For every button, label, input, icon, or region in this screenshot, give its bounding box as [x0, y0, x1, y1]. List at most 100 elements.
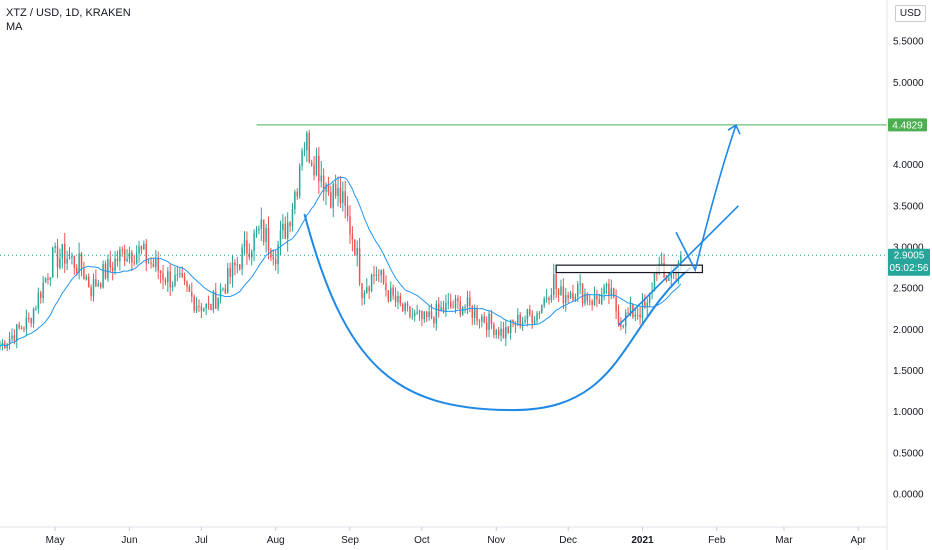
candle-body: [500, 328, 502, 336]
candle-body: [680, 255, 682, 263]
price-tick-label: 1.5000: [893, 366, 924, 377]
candle-body: [636, 314, 639, 316]
candle-body: [87, 276, 90, 288]
candle-body: [155, 259, 157, 268]
candle-body: [517, 314, 519, 326]
candle-body: [286, 222, 289, 239]
candle-body: [66, 259, 68, 264]
candle-body: [322, 175, 325, 192]
candle-body: [162, 273, 164, 280]
candle-body: [25, 317, 28, 330]
candle-body: [140, 246, 143, 250]
candle-body: [205, 303, 207, 309]
candle-body: [75, 268, 78, 273]
time-tick-label: Sep: [341, 535, 359, 546]
candle-body: [171, 285, 174, 288]
candle-body: [502, 328, 505, 339]
candle-body: [143, 243, 145, 250]
projection-arrow[interactable]: [675, 124, 737, 273]
candle-body: [291, 208, 294, 227]
candle-body: [215, 291, 217, 309]
time-tick-label: May: [46, 535, 65, 546]
candle-body: [493, 324, 495, 335]
time-axis[interactable]: May Jun Jul Aug Sep Oct Nov Dec 2021 Feb Mar Apr: [0, 526, 887, 546]
drawings-layer[interactable]: [0, 123, 887, 412]
candle-body: [49, 277, 52, 280]
candle-body: [227, 268, 229, 294]
candle-body: [505, 327, 507, 339]
candle-body: [18, 324, 20, 328]
candle-body: [476, 308, 478, 321]
candle-body: [605, 283, 608, 287]
cup-curve-drawing[interactable]: [303, 213, 692, 412]
candle-body: [433, 317, 435, 324]
candle-body: [521, 322, 524, 327]
candle-body: [97, 283, 100, 287]
rising-trend-line[interactable]: [617, 205, 739, 326]
candle-body: [507, 327, 509, 333]
candle-body: [473, 308, 476, 318]
candle-body: [11, 335, 13, 339]
candle-body: [368, 287, 370, 292]
candle-body: [339, 188, 342, 204]
candle-body: [457, 298, 459, 302]
candle-body: [61, 243, 64, 259]
candle-body: [531, 314, 533, 324]
candle-body: [294, 191, 296, 209]
candle-body: [13, 335, 16, 342]
candle-body: [569, 293, 572, 299]
candle-body: [490, 313, 493, 325]
candle-body: [373, 274, 375, 276]
candle-body: [402, 303, 404, 312]
candle-body: [629, 303, 632, 314]
price-tick-label: 0.5000: [893, 448, 924, 459]
candle-body: [363, 292, 366, 299]
candle-body: [538, 313, 541, 315]
candle-body: [250, 251, 253, 258]
candle-body: [310, 162, 313, 166]
plot-area[interactable]: [0, 129, 682, 352]
candle-body: [387, 290, 390, 301]
candle-body: [255, 230, 258, 233]
moving-average-line: [0, 177, 682, 347]
price-tick-label: 2.0000: [893, 325, 924, 336]
candle-body: [270, 250, 272, 258]
candle-body: [342, 191, 344, 204]
candle-body: [200, 306, 203, 311]
candle-body: [577, 284, 579, 297]
candle-body: [591, 300, 593, 305]
candle-body: [116, 258, 119, 262]
last-price-badge-label: 2.9005: [894, 251, 925, 262]
candle-body: [236, 264, 239, 266]
candle-body: [327, 184, 330, 193]
candle-body: [656, 272, 658, 274]
candle-body: [191, 291, 193, 297]
candle-body: [121, 249, 124, 251]
candle-body: [238, 264, 241, 270]
handle-resistance-box[interactable]: [555, 264, 704, 274]
candle-body: [193, 296, 195, 311]
candle-body: [119, 249, 121, 262]
price-tick-label: 5.0000: [893, 78, 924, 89]
candle-body: [442, 307, 445, 312]
candle-body: [337, 188, 339, 196]
candle-body: [598, 299, 601, 304]
candle-body: [370, 274, 373, 292]
candle-body: [634, 314, 637, 317]
price-axis[interactable]: 5.50005.00004.50004.00003.50003.00002.50…: [886, 0, 930, 550]
candle-body: [313, 165, 315, 176]
candle-body: [519, 314, 521, 327]
candle-body: [495, 330, 497, 335]
candle-body: [509, 319, 512, 333]
candle-body: [541, 305, 543, 314]
candle-body: [560, 286, 562, 296]
symbol-title[interactable]: XTZ / USD, 1D, KRAKEN: [6, 7, 131, 19]
candle-body: [212, 291, 215, 311]
candle-body: [246, 240, 248, 254]
currency-button[interactable]: USD: [894, 5, 926, 22]
candle-body: [186, 281, 188, 287]
indicator-label[interactable]: MA: [6, 21, 23, 33]
candle-body: [229, 268, 231, 277]
time-tick-label: Apr: [850, 535, 866, 546]
